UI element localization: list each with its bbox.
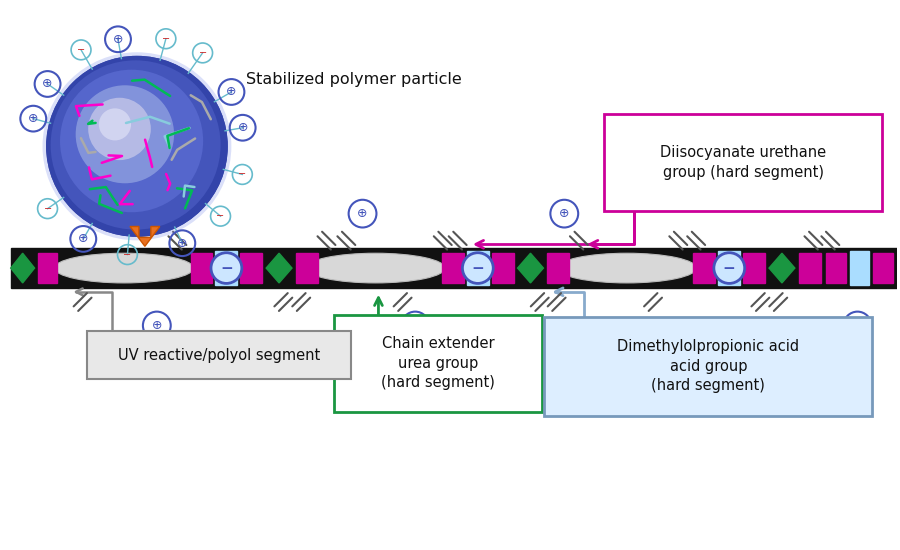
FancyBboxPatch shape [334, 315, 543, 411]
Circle shape [88, 98, 151, 160]
Text: −: − [199, 48, 207, 58]
Bar [694, 253, 716, 283]
Ellipse shape [55, 253, 194, 283]
Text: ⊕: ⊕ [78, 233, 88, 245]
Circle shape [99, 108, 131, 140]
Text: Stabilized polymer particle: Stabilized polymer particle [247, 73, 462, 87]
Polygon shape [518, 253, 544, 283]
Text: Dimethylolpropionic acid
acid group
(hard segment): Dimethylolpropionic acid acid group (har… [617, 339, 799, 393]
Text: ⊕: ⊕ [410, 319, 420, 332]
Bar [215, 251, 238, 285]
Circle shape [714, 253, 744, 283]
Text: −: − [472, 261, 484, 276]
Text: ⊕: ⊕ [226, 85, 237, 98]
Circle shape [60, 70, 203, 212]
Text: ⊕: ⊕ [559, 207, 570, 220]
Circle shape [48, 57, 227, 235]
Polygon shape [266, 253, 292, 283]
Bar [240, 253, 262, 283]
Text: −: − [162, 34, 170, 44]
Bar [491, 253, 514, 283]
Bar [799, 253, 821, 283]
Bar [743, 253, 765, 283]
Text: −: − [217, 211, 225, 221]
Circle shape [211, 253, 242, 283]
Circle shape [463, 253, 493, 283]
Circle shape [42, 52, 231, 240]
Circle shape [50, 60, 220, 229]
Circle shape [76, 85, 174, 183]
Text: −: − [238, 169, 247, 179]
Text: UV reactive/polyol segment: UV reactive/polyol segment [118, 348, 320, 362]
Text: −: − [43, 204, 51, 213]
Ellipse shape [557, 253, 697, 283]
Text: ⊕: ⊕ [177, 236, 187, 250]
Bar [191, 253, 212, 283]
Text: −: − [220, 261, 233, 276]
Text: −: − [123, 250, 131, 260]
Text: ⊕: ⊕ [238, 121, 248, 134]
Polygon shape [769, 253, 795, 283]
Text: ⊕: ⊕ [42, 78, 53, 90]
Text: Diisocyanate urethane
group (hard segment): Diisocyanate urethane group (hard segmen… [660, 145, 826, 179]
Bar [850, 251, 869, 285]
Bar [11, 248, 897, 288]
Bar [38, 253, 58, 283]
Bar [873, 253, 893, 283]
Text: ⊕: ⊕ [112, 33, 123, 46]
Bar [547, 253, 570, 283]
Text: ⊕: ⊕ [151, 319, 162, 332]
Bar [825, 253, 845, 283]
Bar [467, 251, 489, 285]
Bar [718, 251, 740, 285]
Text: −: − [77, 45, 86, 55]
Text: −: − [723, 261, 735, 276]
FancyBboxPatch shape [544, 317, 872, 416]
FancyBboxPatch shape [604, 114, 882, 211]
FancyBboxPatch shape [87, 332, 351, 379]
Bar [296, 253, 318, 283]
Text: ⊕: ⊕ [28, 112, 39, 125]
Text: ⊕: ⊕ [852, 319, 863, 332]
Polygon shape [11, 253, 34, 283]
FancyArrow shape [130, 227, 160, 246]
Ellipse shape [306, 253, 445, 283]
Text: Chain extender
urea group
(hard segment): Chain extender urea group (hard segment) [381, 336, 495, 390]
Text: ⊕: ⊕ [357, 207, 368, 220]
Bar [442, 253, 464, 283]
